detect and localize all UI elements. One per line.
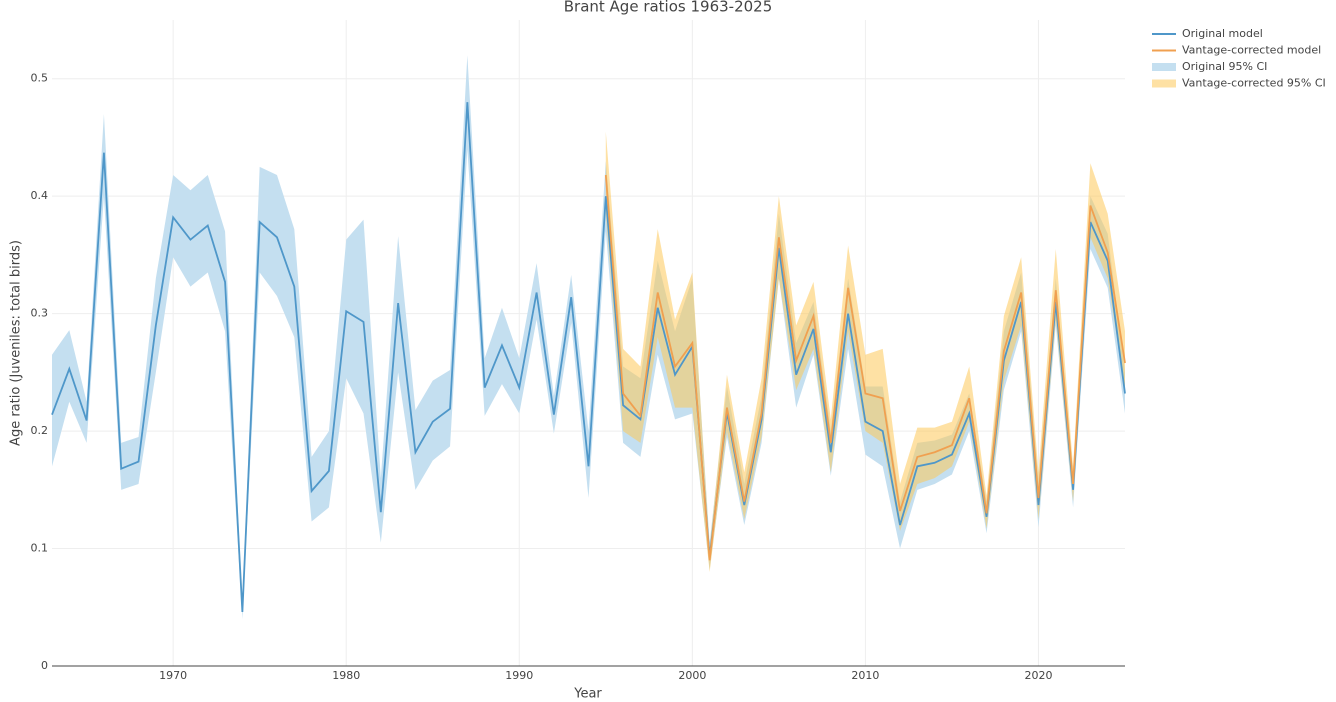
- chart-title: Brant Age ratios 1963-2025: [564, 0, 773, 16]
- series-line: [51, 102, 1126, 613]
- y-axis-title: Age ratio (Juveniles: total birds): [9, 240, 24, 446]
- x-tick-label: 2010: [851, 669, 879, 682]
- y-tick-label: 0.1: [31, 542, 49, 555]
- ci-band: [52, 55, 1125, 620]
- y-tick-label: 0.4: [31, 189, 49, 202]
- x-tick-label: 1980: [332, 669, 360, 682]
- y-tick-label: 0.5: [31, 72, 49, 85]
- legend-label: Vantage-corrected model: [1182, 44, 1321, 57]
- y-tick-label: 0: [41, 659, 48, 672]
- y-tick-label: 0.2: [31, 424, 49, 437]
- series-line: [604, 174, 1126, 561]
- legend-swatch: [1152, 63, 1176, 71]
- x-tick-label: 1970: [159, 669, 187, 682]
- x-tick-label: 1990: [505, 669, 533, 682]
- legend-label: Vantage-corrected 95% CI: [1182, 77, 1326, 90]
- x-tick-label: 2020: [1024, 669, 1052, 682]
- x-axis-title: Year: [573, 687, 602, 702]
- legend-swatch: [1152, 79, 1176, 88]
- legend-label: Original model: [1182, 27, 1263, 40]
- y-tick-label: 0.3: [31, 307, 49, 320]
- x-tick-label: 2000: [678, 669, 706, 682]
- legend-label: Original 95% CI: [1182, 60, 1267, 73]
